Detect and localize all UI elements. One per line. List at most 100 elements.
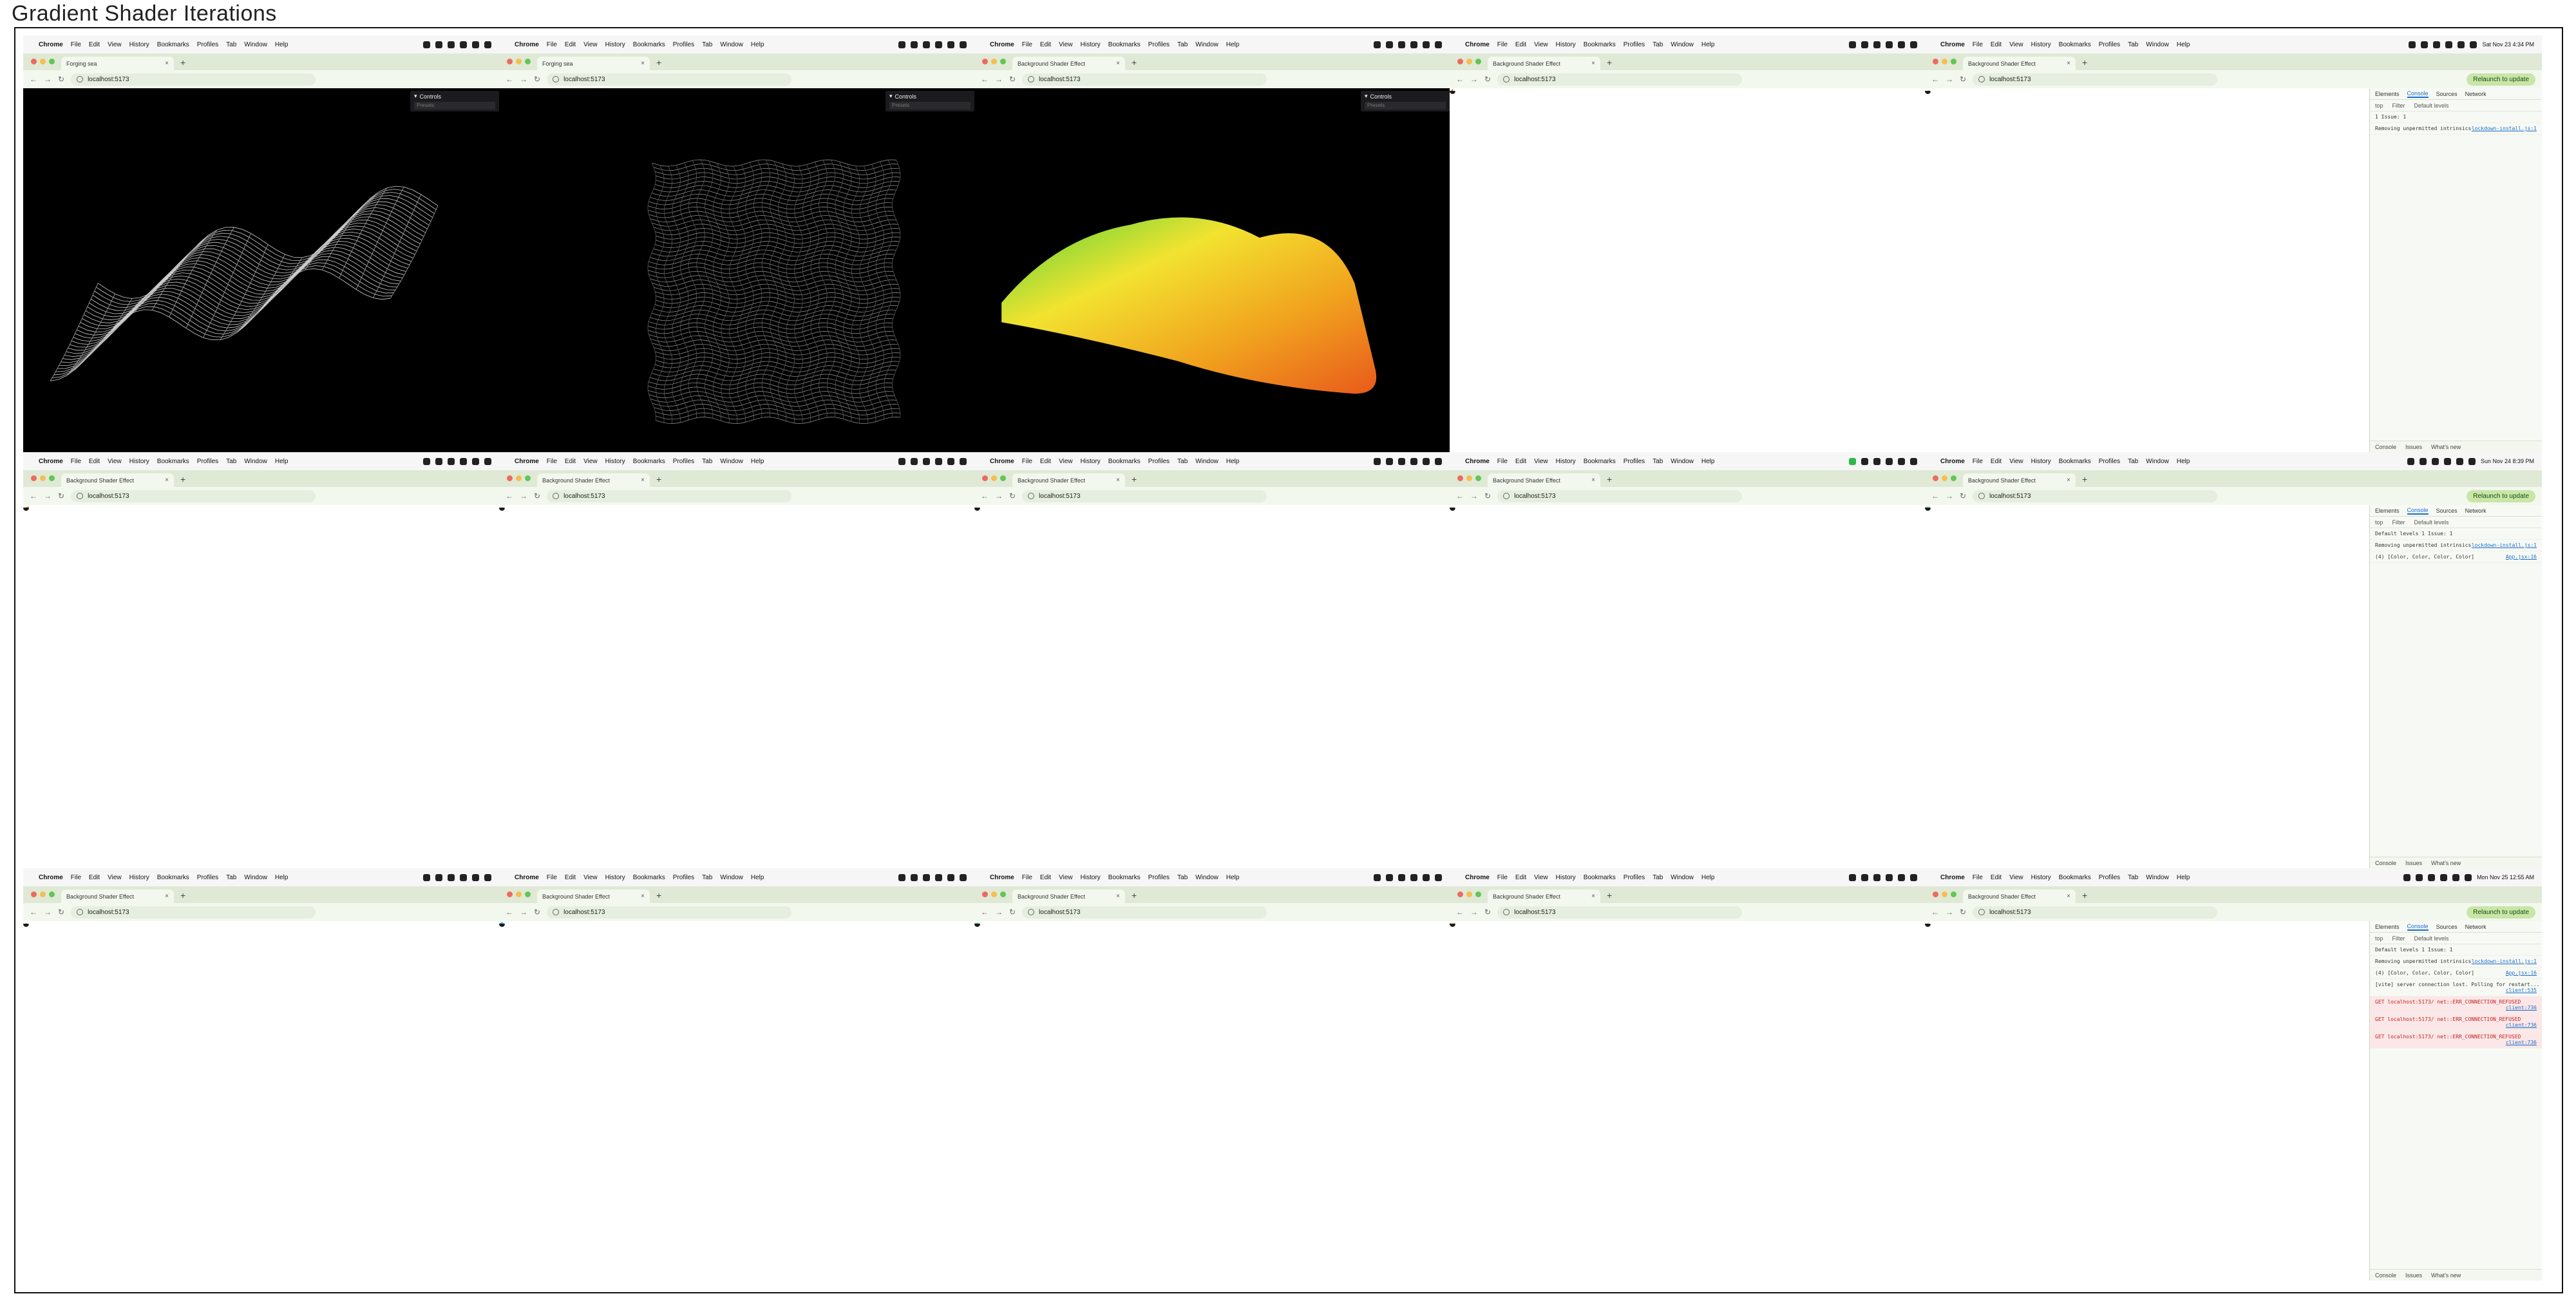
console-source-link[interactable]: client:736 [2505, 1040, 2537, 1045]
window-close-button[interactable] [507, 891, 513, 897]
menu-item-file[interactable]: File [1021, 873, 1032, 881]
controls-header[interactable]: ▾Controls [23, 510, 25, 511]
status-icon[interactable] [2456, 457, 2463, 465]
menu-item-profiles[interactable]: Profiles [2098, 41, 2121, 48]
new-tab-button[interactable]: + [656, 57, 662, 68]
menu-item-file[interactable]: File [1021, 41, 1032, 48]
reload-icon[interactable]: ↻ [1960, 491, 1967, 500]
window-zoom-button[interactable] [49, 891, 55, 897]
menu-item-tab[interactable]: Tab [1653, 457, 1663, 465]
status-icon[interactable] [2407, 457, 2414, 465]
tab-close-icon[interactable]: × [2067, 893, 2070, 900]
status-icon[interactable] [1910, 41, 1917, 48]
back-icon[interactable]: ← [981, 908, 989, 917]
back-icon[interactable]: ← [1931, 491, 1939, 500]
back-icon[interactable]: ← [506, 75, 513, 84]
menu-item-bookmarks[interactable]: Bookmarks [1583, 873, 1616, 881]
shader-canvas[interactable] [499, 88, 974, 452]
back-icon[interactable]: ← [981, 491, 989, 500]
status-icon[interactable] [423, 873, 430, 881]
tab-close-icon[interactable]: × [2067, 477, 2070, 484]
new-tab-button[interactable]: + [180, 474, 186, 484]
menu-item-tab[interactable]: Tab [2128, 873, 2139, 881]
drawer-tab[interactable]: What's new [2431, 443, 2461, 450]
menu-item-tab[interactable]: Tab [1653, 41, 1663, 48]
menu-item-tab[interactable]: Tab [2128, 457, 2139, 465]
window-zoom-button[interactable] [1475, 475, 1481, 481]
controls-header[interactable]: ▾Controls [1925, 926, 1927, 927]
menu-item-tab[interactable]: Tab [226, 873, 237, 881]
menu-item-tab[interactable]: Tab [702, 873, 713, 881]
reload-icon[interactable]: ↻ [1960, 908, 1967, 917]
menu-item-help[interactable]: Help [750, 873, 764, 881]
devtools-tab[interactable]: Sources [2436, 507, 2458, 514]
menu-item-file[interactable]: File [1021, 457, 1032, 465]
menu-item-bookmarks[interactable]: Bookmarks [1583, 41, 1616, 48]
status-icon[interactable] [472, 457, 479, 465]
forward-icon[interactable]: → [995, 75, 1003, 84]
controls-header[interactable]: ▾Controls [499, 510, 501, 511]
browser-tab[interactable]: Background Shader Effect × [61, 473, 174, 487]
window-minimize-button[interactable] [1466, 59, 1472, 64]
forward-icon[interactable]: → [1946, 491, 1953, 500]
tab-close-icon[interactable]: × [641, 60, 645, 67]
devtools-tab[interactable]: Elements [2375, 507, 2400, 514]
menu-item-history[interactable]: History [605, 457, 625, 465]
window-close-button[interactable] [1457, 475, 1463, 481]
controls-header[interactable]: ▾Controls [1925, 510, 1927, 511]
menu-item-profiles[interactable]: Profiles [672, 873, 695, 881]
new-tab-button[interactable]: + [2082, 474, 2088, 484]
address-bar[interactable]: localhost:5173 [547, 73, 792, 86]
browser-tab[interactable]: Background Shader Effect × [1012, 473, 1125, 487]
menu-app-name[interactable]: Chrome [1465, 873, 1490, 881]
back-icon[interactable]: ← [506, 491, 513, 500]
tab-close-icon[interactable]: × [165, 477, 169, 484]
menu-item-help[interactable]: Help [2176, 41, 2190, 48]
menu-item-window[interactable]: Window [244, 457, 267, 465]
forward-icon[interactable]: → [995, 908, 1003, 917]
window-zoom-button[interactable] [1951, 891, 1956, 897]
menu-item-profiles[interactable]: Profiles [1148, 457, 1170, 465]
site-info-icon[interactable] [1028, 76, 1035, 82]
menu-item-edit[interactable]: Edit [1039, 457, 1052, 465]
menu-item-help[interactable]: Help [274, 457, 289, 465]
reload-icon[interactable]: ↻ [1009, 908, 1016, 917]
status-icon[interactable] [472, 41, 479, 48]
status-icon[interactable] [472, 873, 479, 881]
forward-icon[interactable]: → [44, 908, 52, 917]
status-icon[interactable] [935, 873, 942, 881]
status-icon[interactable] [435, 41, 442, 48]
window-zoom-button[interactable] [49, 475, 55, 481]
menu-item-help[interactable]: Help [750, 457, 764, 465]
browser-tab[interactable]: Background Shader Effect × [1963, 473, 2076, 487]
console-source-link[interactable]: client:736 [2505, 1005, 2537, 1011]
back-icon[interactable]: ← [1456, 491, 1464, 500]
menu-item-view[interactable]: View [583, 873, 598, 881]
controls-header[interactable]: ▾Controls [1365, 93, 1446, 100]
window-zoom-button[interactable] [1475, 59, 1481, 64]
site-info-icon[interactable] [553, 76, 560, 82]
window-minimize-button[interactable] [40, 475, 46, 481]
relaunch-button[interactable]: Relaunch to update [2467, 73, 2535, 86]
menu-item-profiles[interactable]: Profiles [196, 457, 219, 465]
menu-app-name[interactable]: Chrome [515, 41, 539, 48]
console-filter-control[interactable]: Filter [2392, 102, 2405, 109]
window-minimize-button[interactable] [1942, 59, 1947, 64]
window-minimize-button[interactable] [1466, 475, 1472, 481]
browser-tab[interactable]: Background Shader Effect × [1488, 890, 1600, 903]
drawer-tab[interactable]: Console [2375, 1272, 2397, 1279]
forward-icon[interactable]: → [44, 491, 52, 500]
tab-close-icon[interactable]: × [641, 477, 645, 484]
menu-item-profiles[interactable]: Profiles [672, 457, 695, 465]
address-bar[interactable]: localhost:5173 [1497, 906, 1743, 919]
status-icon[interactable] [2419, 457, 2427, 465]
drawer-tab[interactable]: Issues [2405, 859, 2423, 866]
relaunch-button[interactable]: Relaunch to update [2467, 906, 2535, 919]
browser-tab[interactable]: Background Shader Effect × [61, 890, 174, 903]
window-minimize-button[interactable] [40, 59, 46, 64]
status-icon[interactable] [448, 41, 455, 48]
devtools-tab[interactable]: Elements [2375, 90, 2400, 97]
